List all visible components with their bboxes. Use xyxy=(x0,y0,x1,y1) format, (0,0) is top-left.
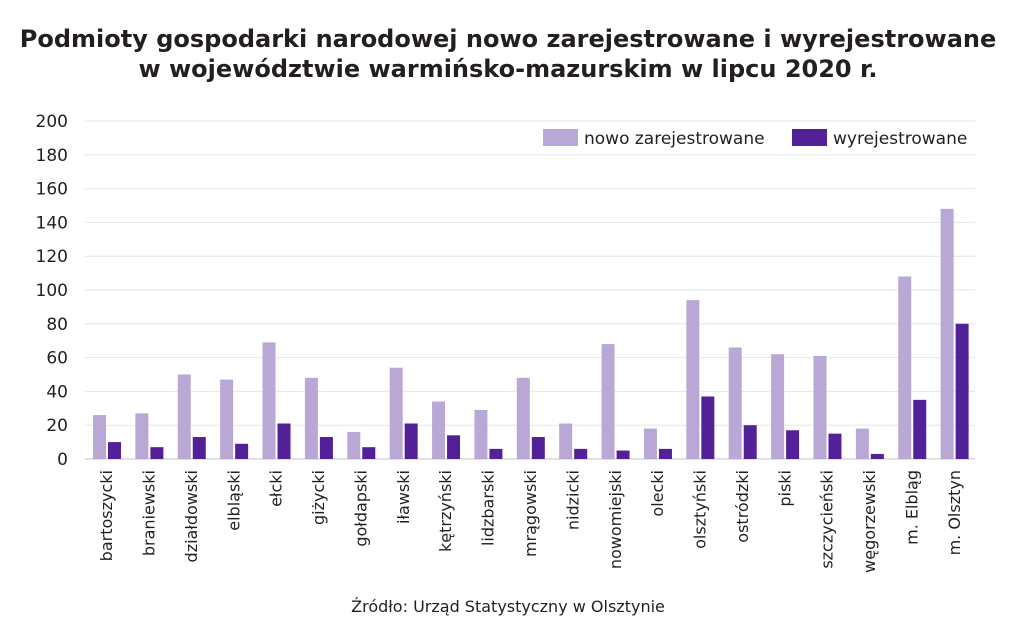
bar-deregistered xyxy=(404,423,418,459)
bar-deregistered xyxy=(150,447,164,459)
y-tick-label: 40 xyxy=(46,382,68,402)
bar-registered xyxy=(347,431,361,459)
x-tick-label: ełcki xyxy=(267,470,286,507)
legend-swatch xyxy=(792,129,827,146)
bar-deregistered xyxy=(447,435,461,459)
x-tick-label: braniewski xyxy=(140,470,159,556)
bar-deregistered xyxy=(616,450,630,459)
x-tick-label: m. Elbląg xyxy=(902,470,921,545)
x-tick-label: węgorzewski xyxy=(860,470,879,573)
chart-title-line-2: w województwie warmińsko-mazurskim w lip… xyxy=(138,55,878,83)
bar-registered xyxy=(304,377,318,459)
x-tick-label: gołdapski xyxy=(351,470,370,547)
x-tick-label: nowomiejski xyxy=(606,470,625,569)
x-tick-label: działdowski xyxy=(182,470,201,562)
bar-deregistered xyxy=(574,448,588,459)
legend-label: nowo zarejestrowane xyxy=(584,129,765,149)
bar-registered xyxy=(559,423,573,459)
bar-deregistered xyxy=(870,453,884,459)
bar-registered xyxy=(135,413,149,459)
chart-title-line-1: Podmioty gospodarki narodowej nowo zarej… xyxy=(19,25,997,53)
bar-registered xyxy=(855,428,869,459)
bar-registered xyxy=(813,355,827,459)
bar-deregistered xyxy=(786,430,800,459)
bar-registered xyxy=(940,208,954,459)
x-tick-label: iławski xyxy=(394,470,413,524)
bar-registered xyxy=(220,379,234,459)
bar-deregistered xyxy=(701,396,715,459)
bar-deregistered xyxy=(319,437,333,459)
bar-deregistered xyxy=(277,423,291,459)
bar-deregistered xyxy=(531,437,545,459)
bar-registered xyxy=(601,344,615,459)
x-tick-label: bartoszycki xyxy=(97,470,116,561)
bar-deregistered xyxy=(743,425,757,459)
bar-deregistered xyxy=(192,437,206,459)
bar-deregistered xyxy=(828,433,842,459)
bar-registered xyxy=(771,354,785,459)
y-tick-label: 140 xyxy=(36,213,68,233)
x-tick-label: mrągowski xyxy=(521,470,540,557)
x-tick-label: olsztyński xyxy=(691,470,710,549)
bar-registered xyxy=(262,342,276,459)
bar-deregistered xyxy=(658,448,672,459)
bar-registered xyxy=(728,347,742,459)
bar-registered xyxy=(177,374,191,459)
x-tick-label: ostródzki xyxy=(733,470,752,543)
y-tick-label: 60 xyxy=(46,349,68,369)
legend-label: wyrejestrowane xyxy=(833,129,967,149)
bar-registered xyxy=(474,409,488,459)
bar-deregistered xyxy=(489,448,503,459)
bar-deregistered xyxy=(913,399,927,459)
bar-deregistered xyxy=(235,443,249,459)
y-tick-label: 160 xyxy=(36,180,68,200)
y-tick-label: 180 xyxy=(36,146,68,166)
bar-registered xyxy=(516,377,530,459)
x-tick-label: elbląski xyxy=(224,470,243,531)
bar-deregistered xyxy=(108,442,121,459)
x-tick-label: olecki xyxy=(648,470,667,517)
x-tick-label: m. Olsztyn xyxy=(945,470,964,555)
bar-deregistered xyxy=(955,323,969,459)
bar-registered xyxy=(93,415,106,459)
x-tick-label: kętrzyński xyxy=(436,470,455,552)
x-tick-label: piski xyxy=(775,470,794,507)
x-tick-label: nidzicki xyxy=(563,470,582,530)
bar-registered xyxy=(389,367,403,459)
y-tick-label: 0 xyxy=(57,450,68,470)
bar-deregistered xyxy=(362,447,376,459)
source-note: Źródło: Urząd Statystyczny w Olsztynie xyxy=(351,597,665,616)
bar-registered xyxy=(686,300,700,459)
legend-swatch xyxy=(543,129,578,146)
x-tick-label: giżycki xyxy=(309,470,328,525)
x-tick-label: szczycieński xyxy=(818,470,837,569)
x-tick-label: lidzbarski xyxy=(479,470,498,546)
bar-registered xyxy=(898,276,912,459)
bar-registered xyxy=(432,401,446,459)
y-tick-label: 100 xyxy=(36,281,68,301)
y-tick-label: 20 xyxy=(46,416,68,436)
y-tick-label: 200 xyxy=(36,112,68,132)
y-tick-label: 80 xyxy=(46,315,68,335)
bar-registered xyxy=(643,428,657,459)
y-tick-label: 120 xyxy=(36,247,68,267)
